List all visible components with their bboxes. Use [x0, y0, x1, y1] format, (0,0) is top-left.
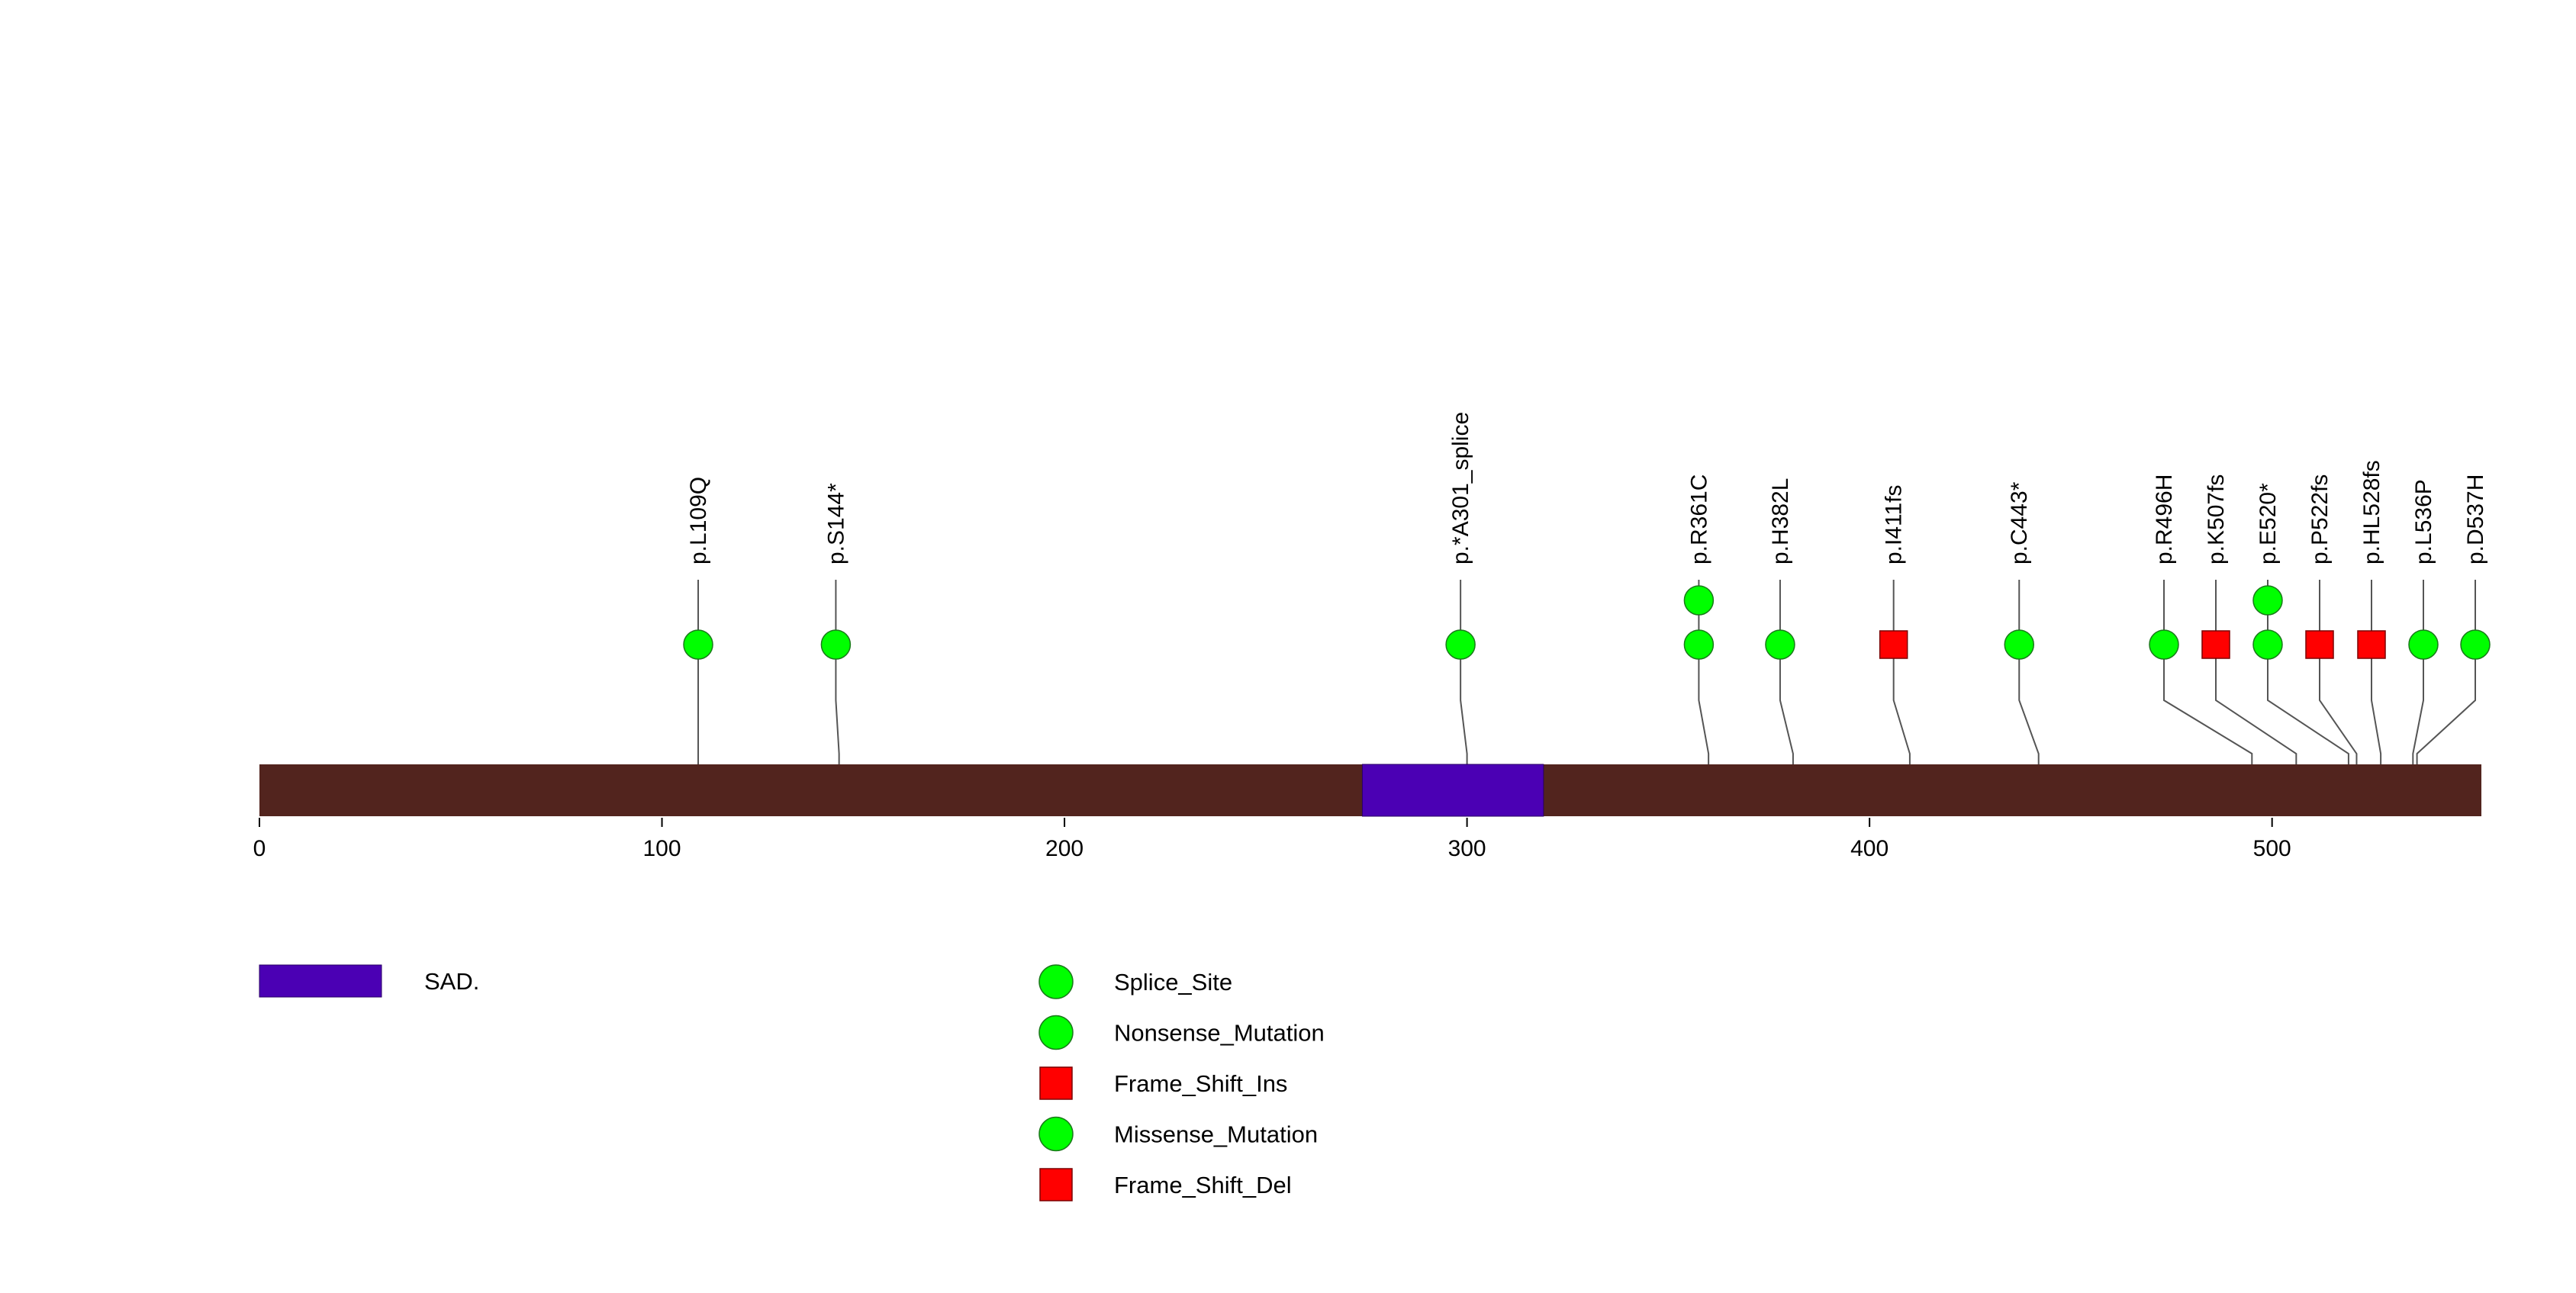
- mutation-label: p.K507fs: [2204, 474, 2229, 564]
- legend-mutation-label: Splice_Site: [1114, 969, 1232, 995]
- mutation-label: p.D537H: [2463, 474, 2488, 564]
- missense-marker: [1765, 629, 1795, 660]
- legend-circle-icon: [1038, 1116, 1074, 1152]
- legend-square-icon: [1039, 1066, 1073, 1100]
- x-tick-label: 200: [1045, 836, 1084, 861]
- legend-circle-icon: [1038, 1015, 1074, 1050]
- splice-site-marker: [1445, 629, 1476, 660]
- frame-shift-marker: [2357, 630, 2386, 659]
- x-tick-label: 400: [1850, 836, 1889, 861]
- missense-marker: [2149, 629, 2179, 660]
- mutation-label: p.R361C: [1686, 474, 1711, 564]
- mutation-label: p.I411fs: [1882, 484, 1907, 564]
- mutation-label: p.S144*: [823, 483, 848, 564]
- missense-marker: [2408, 629, 2439, 660]
- missense-marker: [1683, 629, 1715, 660]
- legend-domain-label: SAD.: [424, 968, 479, 995]
- legend-mutation-label: Nonsense_Mutation: [1114, 1020, 1325, 1047]
- mutation-label: p.H382L: [1768, 478, 1793, 564]
- mutation-label: p.*A301_splice: [1448, 412, 1473, 564]
- legend-domain-swatch: [259, 964, 382, 998]
- legend-circle-icon: [1038, 964, 1074, 999]
- missense-marker: [683, 629, 713, 660]
- mutation-label: p.L109Q: [686, 477, 711, 564]
- legend-mutation-label: Frame_Shift_Ins: [1114, 1070, 1287, 1097]
- x-tick-label: 500: [2253, 836, 2291, 861]
- nonsense-marker: [2252, 585, 2283, 616]
- nonsense-marker: [2252, 629, 2283, 660]
- markers-layer: [683, 585, 2491, 660]
- mutation-label: p.L536P: [2411, 479, 2436, 564]
- x-tick-label: 300: [1448, 836, 1486, 861]
- mutation-label: p.R496H: [2152, 474, 2177, 564]
- domain-sad: [1361, 764, 1544, 817]
- legend-square-icon: [1039, 1168, 1073, 1201]
- mutation-labels-layer: p.L109Q p.S144* p.*A301_splice p.R361C p.H38…: [686, 412, 2488, 564]
- mutation-label: p.C443*: [2007, 481, 2032, 564]
- legend-mutation-label: Frame_Shift_Del: [1114, 1172, 1292, 1198]
- missense-marker: [1683, 585, 1715, 616]
- frame-shift-marker: [2201, 630, 2230, 659]
- x-axis: 0 100 200 300 400 500: [253, 818, 2291, 861]
- protein-backbone-layer: [259, 764, 2481, 817]
- mutation-label: p.E520*: [2256, 483, 2281, 564]
- mutation-label: p.HL528fs: [2359, 460, 2384, 564]
- frame-shift-marker: [1879, 630, 1908, 659]
- nonsense-marker: [2004, 629, 2034, 660]
- mutation-label: p.P522fs: [2307, 474, 2333, 564]
- frame-shift-marker: [2305, 630, 2334, 659]
- missense-marker: [2460, 629, 2491, 660]
- x-tick-label: 0: [253, 836, 266, 861]
- x-tick-label: 100: [643, 836, 681, 861]
- legend-mutation-label: Missense_Mutation: [1114, 1121, 1318, 1148]
- legend: SAD. Splice_Site Nonsense_Mutation Frame_Sh…: [259, 964, 1325, 1201]
- nonsense-marker: [820, 629, 852, 660]
